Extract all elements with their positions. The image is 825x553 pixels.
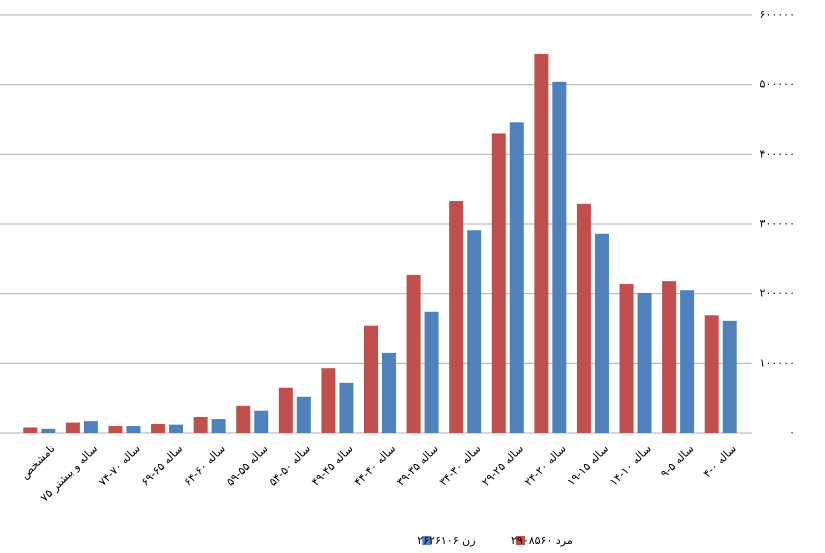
bar [321,368,335,433]
bar [41,429,55,433]
y-tick-label: ۵۰۰۰۰۰ [760,78,795,91]
bar [680,290,694,433]
x-tick-label: ۲۴-۲۰ ساله [522,442,569,489]
bar [169,425,183,433]
bar [339,383,353,433]
x-tick-label: ۵۴-۵۰ ساله [266,442,313,489]
x-tick-label: ۴۴-۴۰ ساله [352,442,399,489]
x-tick-label: ۱۴-۱۰ ساله [607,442,654,489]
bar [84,421,98,433]
x-tick-label: ۵۹-۵۵ ساله [224,442,271,489]
x-tick-label: ۱۹-۱۵ ساله [565,442,612,489]
bar [151,424,165,433]
bar [705,315,719,433]
bar [425,312,439,433]
bar [126,426,140,433]
bar [108,426,122,433]
y-tick-label: ۳۰۰۰۰۰ [760,217,795,230]
x-tick-label: ۳۹-۳۵ ساله [394,442,441,489]
y-tick-label: ۰ [789,426,795,439]
bar [620,284,634,433]
x-tick-label: ۴۹-۴۵ ساله [309,442,356,489]
bar [723,321,737,433]
bar [254,411,268,433]
bar [66,423,80,433]
chart: ۰ ۱۰۰۰۰۰ ۲۰۰۰۰۰ ۳۰۰۰۰۰ ۴۰۰۰۰۰ ۵۰۰۰۰۰ ۶۰۰۰۰۰ نام… [0,0,825,553]
bar [23,427,37,433]
bar [510,122,524,433]
bar [467,230,481,433]
bar [382,353,396,433]
bar [534,54,548,433]
legend-label: مرد ۲۹۰۸۵۶۰ [511,534,573,547]
bar [552,82,566,433]
x-tick-label: ۴-۰ ساله [701,442,739,480]
y-tick-label: ۴۰۰۰۰۰ [760,147,795,160]
bar [638,293,652,433]
bar [662,281,676,433]
x-tick-label: نامشخص [18,442,57,481]
x-tick-label: ۷۴-۷۰ ساله [96,442,143,489]
bar [364,326,378,433]
bar [279,388,293,433]
bar [577,204,591,433]
bar [236,406,250,433]
x-tick-label: ۶۹-۶۵ ساله [139,442,186,489]
bar [595,234,609,433]
y-tick-label: ۶۰۰۰۰۰ [760,8,795,21]
y-tick-label: ۱۰۰۰۰۰ [760,356,795,369]
bar [449,201,463,433]
bar [407,275,421,433]
bar [212,419,226,433]
x-tick-label: ۶۴-۶۰ ساله [181,442,228,489]
bar [297,397,311,433]
bar [194,417,208,433]
y-tick-label: ۲۰۰۰۰۰ [760,287,795,300]
legend-label: زن ۲۶۲۶۱۰۶ [417,534,475,547]
x-tick-label: ۳۴-۳۰ ساله [437,442,484,489]
x-tick-label: ۹-۵ ساله [658,442,696,480]
x-tick-label: ۲۹-۲۵ ساله [479,442,526,489]
bar [492,133,506,433]
